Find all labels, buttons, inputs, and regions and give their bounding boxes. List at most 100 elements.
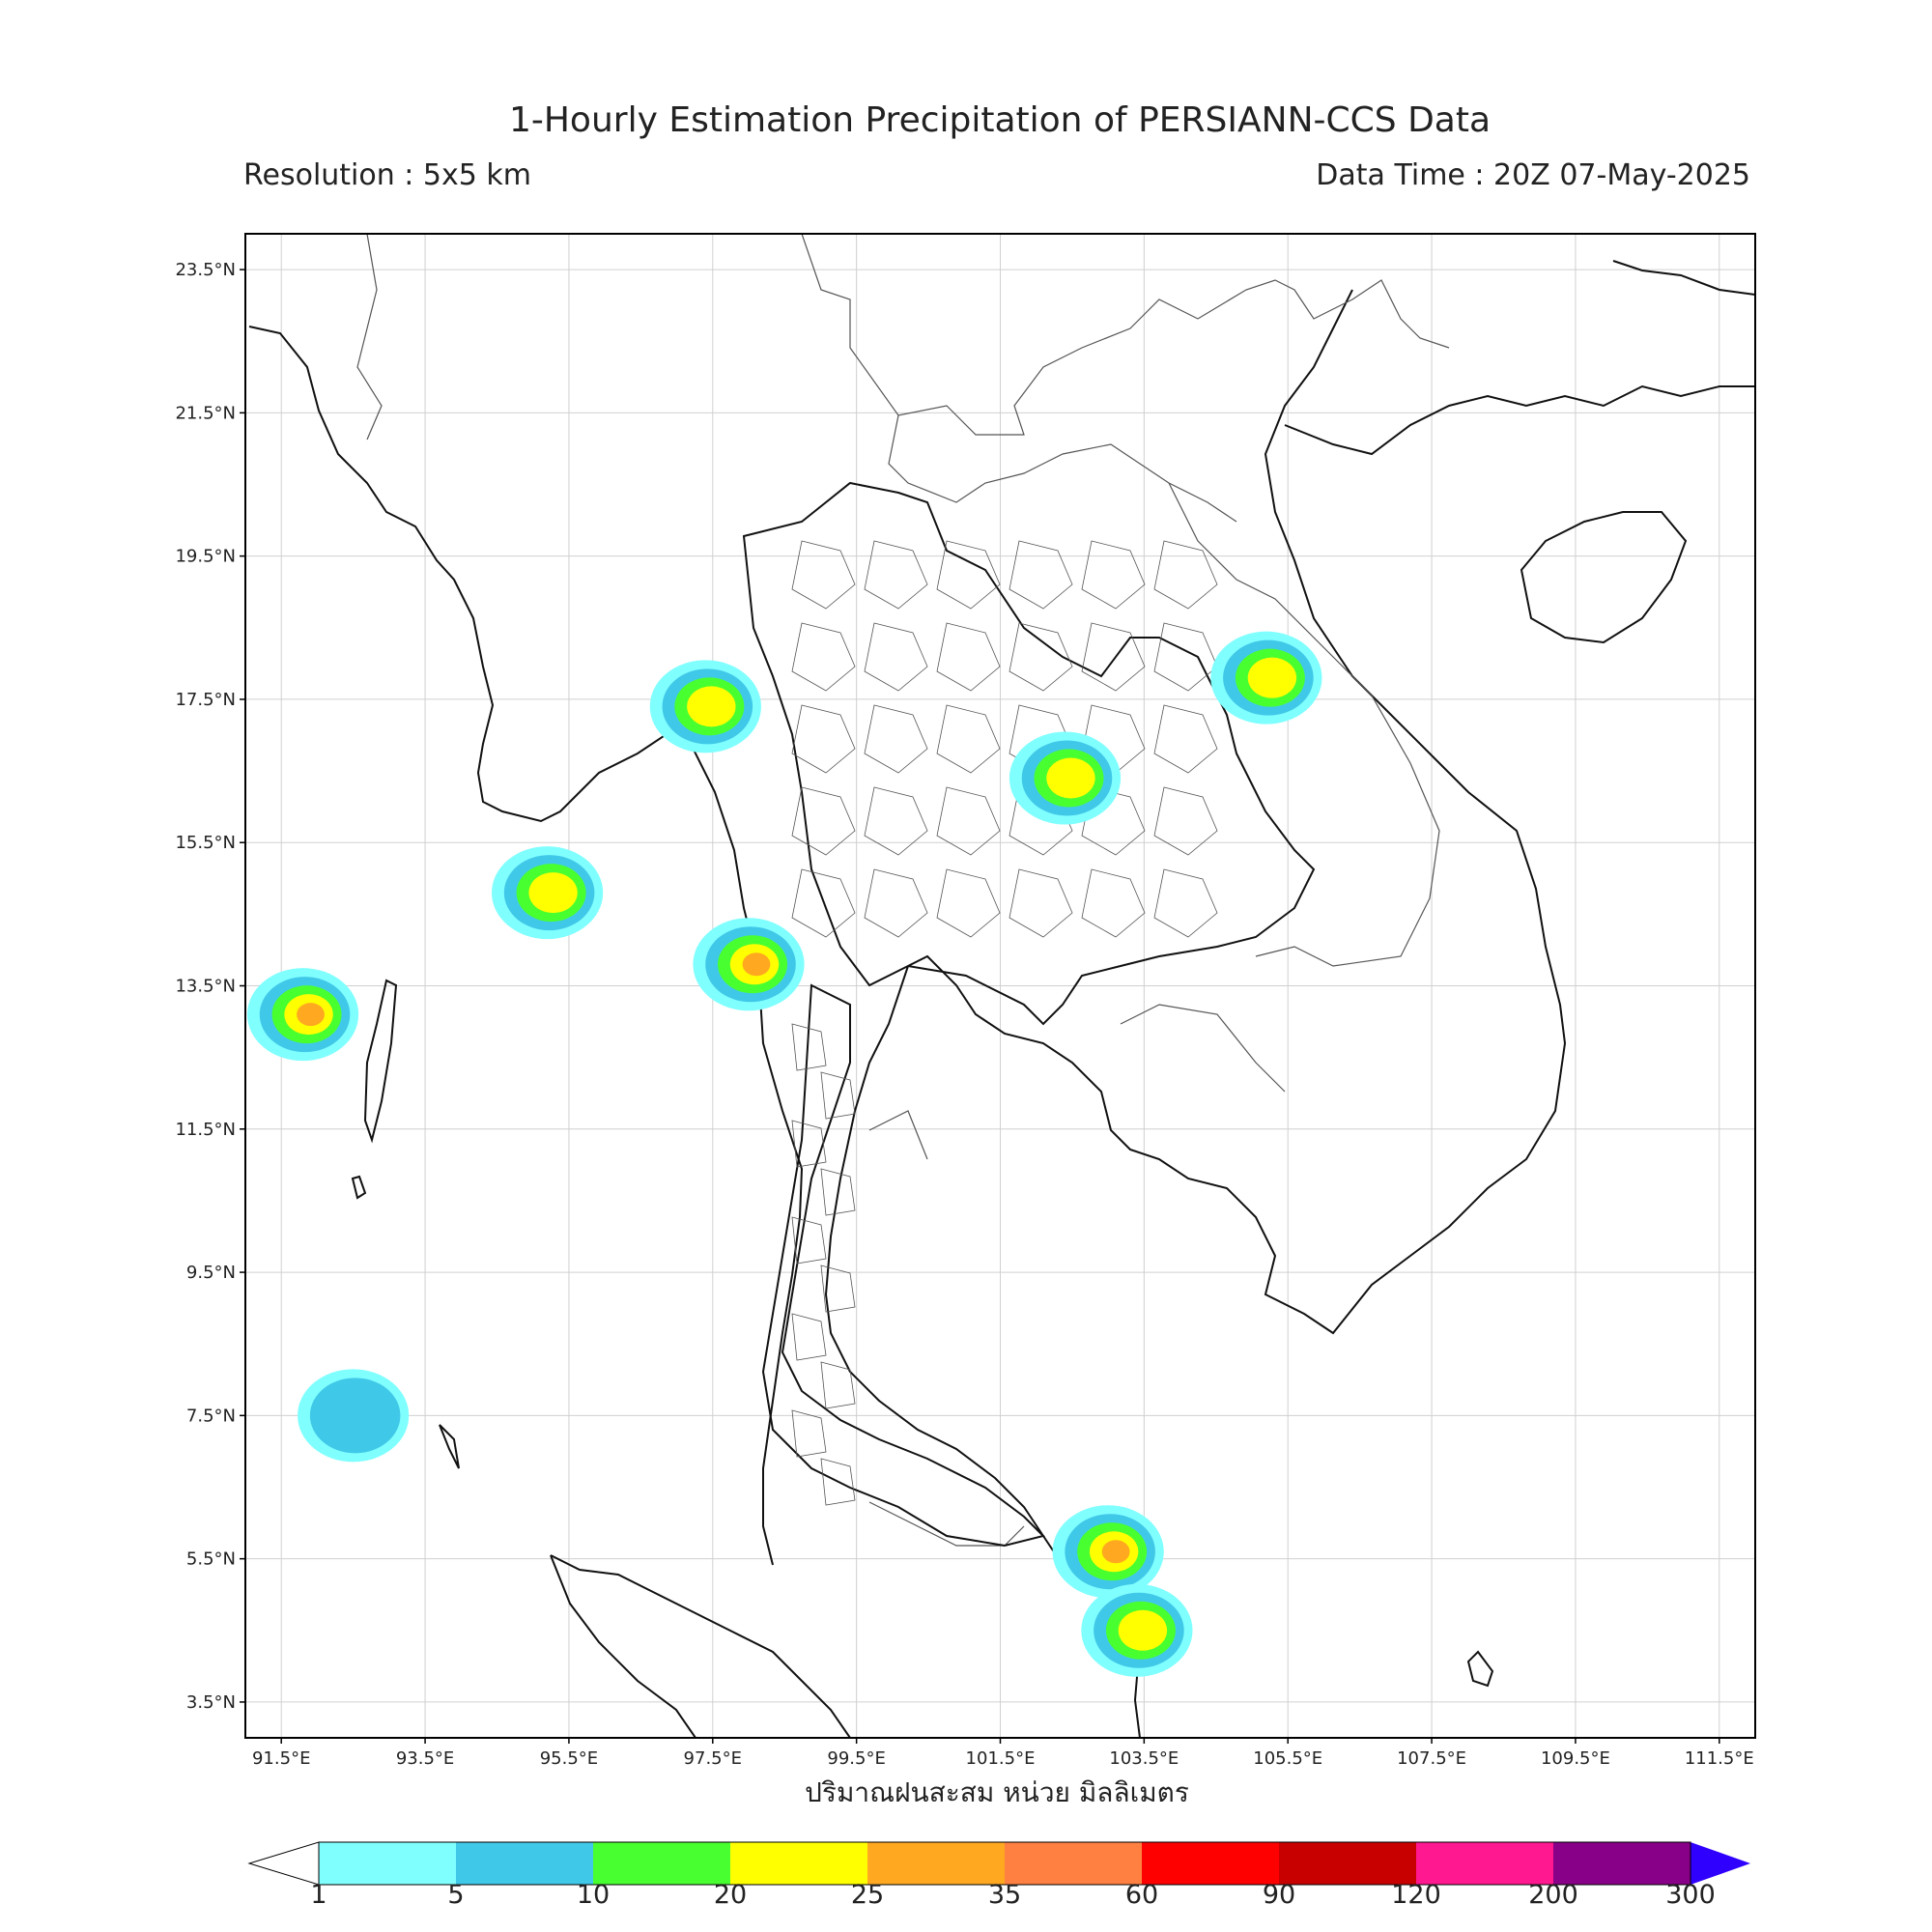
district-outline xyxy=(936,622,1001,692)
coastlines xyxy=(248,260,1755,1738)
colorbar-segment xyxy=(456,1842,593,1885)
district-outline xyxy=(1081,540,1146,610)
district-outline xyxy=(820,1458,856,1506)
rain-cell xyxy=(1101,1540,1130,1564)
rain-cell xyxy=(687,686,736,727)
district-outline xyxy=(791,786,856,856)
district-outline xyxy=(1081,622,1146,692)
district-outline xyxy=(936,868,1001,938)
lon-tick-label: 97.5°E xyxy=(684,1748,742,1769)
district-outline xyxy=(791,1120,827,1168)
district-outline xyxy=(1009,622,1073,692)
lon-tick-label: 91.5°E xyxy=(252,1748,310,1769)
colorbar-tick-label: 1 xyxy=(310,1880,327,1910)
district-outline xyxy=(791,540,856,610)
colorbar-tick-label: 60 xyxy=(1124,1880,1159,1910)
colorbar-segment xyxy=(730,1842,867,1885)
lat-tick-label: 3.5°N xyxy=(186,1692,236,1713)
lat-tick-label: 5.5°N xyxy=(186,1549,236,1570)
rain-cell xyxy=(1247,657,1297,698)
x-axis-label: ปริมาณฝนสะสม หน่วย มิลลิเมตร xyxy=(805,1776,1189,1808)
colorbar-tick-label: 10 xyxy=(576,1880,611,1910)
colorbar-segment xyxy=(319,1842,456,1885)
district-outline xyxy=(1081,868,1146,938)
rain-cell xyxy=(1046,757,1095,799)
district-outline xyxy=(936,540,1001,610)
district-outline xyxy=(864,540,928,610)
colorbar-segment xyxy=(593,1842,730,1885)
district-outline xyxy=(864,622,928,692)
colorbar-segment xyxy=(867,1842,1005,1885)
lon-tick-label: 101.5°E xyxy=(966,1748,1036,1769)
district-outline xyxy=(791,1409,827,1458)
lat-tick-label: 17.5°N xyxy=(175,690,236,710)
colorbar-min-extend xyxy=(247,1841,320,1886)
district-outline xyxy=(1153,704,1218,774)
colorbar-tick-label: 120 xyxy=(1391,1880,1441,1910)
colorbar-max-extend xyxy=(1690,1842,1750,1885)
district-outline xyxy=(791,1313,827,1361)
lat-tick-label: 13.5°N xyxy=(175,977,236,997)
data-time-label: Data Time : 20Z 07-May-2025 xyxy=(1316,158,1750,192)
district-outline xyxy=(791,622,856,692)
country-borders xyxy=(356,234,1450,1547)
district-outline xyxy=(864,868,928,938)
lat-tick-label: 11.5°N xyxy=(175,1120,236,1140)
admin-boundaries xyxy=(742,481,1316,1548)
colorbar-tick-label: 20 xyxy=(713,1880,748,1910)
colorbar xyxy=(247,1841,1750,1886)
lon-tick-label: 107.5°E xyxy=(1397,1748,1466,1769)
district-outline xyxy=(1009,540,1073,610)
lat-tick-label: 19.5°N xyxy=(175,547,236,567)
district-outline xyxy=(1081,786,1146,856)
district-outline xyxy=(936,786,1001,856)
district-outline xyxy=(791,704,856,774)
colorbar-segment xyxy=(1416,1842,1553,1885)
rain-cell xyxy=(742,952,771,977)
longitude-labels: 91.5°E 93.5°E 95.5°E 97.5°E 99.5°E 101.5°E 103… xyxy=(252,1738,1754,1769)
lat-tick-label: 7.5°N xyxy=(186,1406,236,1426)
lat-tick-label: 9.5°N xyxy=(186,1263,236,1283)
colorbar-tick-label: 200 xyxy=(1528,1880,1578,1910)
colorbar-tick-label: 300 xyxy=(1665,1880,1716,1910)
lon-tick-label: 103.5°E xyxy=(1109,1748,1179,1769)
district-outline xyxy=(791,1216,827,1264)
lat-tick-label: 15.5°N xyxy=(175,833,236,853)
district-outline xyxy=(864,704,928,774)
district-outline xyxy=(1153,540,1218,610)
district-outline xyxy=(820,1168,856,1216)
district-outline xyxy=(936,704,1001,774)
lon-tick-label: 95.5°E xyxy=(540,1748,598,1769)
rain-cell xyxy=(309,1378,401,1454)
colorbar-tick-label: 35 xyxy=(987,1880,1022,1910)
district-outline xyxy=(791,1023,827,1071)
colorbar-segment xyxy=(1142,1842,1279,1885)
district-outline xyxy=(1009,868,1073,938)
district-outline xyxy=(820,1071,856,1120)
lat-tick-label: 21.5°N xyxy=(175,403,236,423)
lon-tick-label: 93.5°E xyxy=(396,1748,454,1769)
district-outline xyxy=(820,1264,856,1313)
lon-tick-label: 111.5°E xyxy=(1685,1748,1754,1769)
district-outline xyxy=(864,786,928,856)
colorbar-segment xyxy=(1005,1842,1142,1885)
district-outline xyxy=(1153,868,1218,938)
latitude-labels: 23.5°N 21.5°N 19.5°N 17.5°N 15.5°N 13.5°N 11.5… xyxy=(175,260,245,1713)
colorbar-segment xyxy=(1553,1842,1690,1885)
rain-cell xyxy=(1118,1609,1168,1651)
rain-cell xyxy=(528,872,578,914)
rain-cell xyxy=(297,1003,325,1027)
district-outline xyxy=(791,868,856,938)
map-title: 1-Hourly Estimation Precipitation of PER… xyxy=(508,100,1492,140)
lat-tick-label: 23.5°N xyxy=(175,260,236,280)
rain-cells xyxy=(246,631,1322,1677)
lon-tick-label: 105.5°E xyxy=(1253,1748,1322,1769)
lon-tick-label: 109.5°E xyxy=(1541,1748,1610,1769)
lon-tick-label: 99.5°E xyxy=(827,1748,885,1769)
district-outline xyxy=(820,1361,856,1409)
colorbar-tick-label: 90 xyxy=(1262,1880,1296,1910)
colorbar-segment xyxy=(1279,1842,1416,1885)
district-outline xyxy=(1153,786,1218,856)
graticule xyxy=(245,234,1755,1738)
